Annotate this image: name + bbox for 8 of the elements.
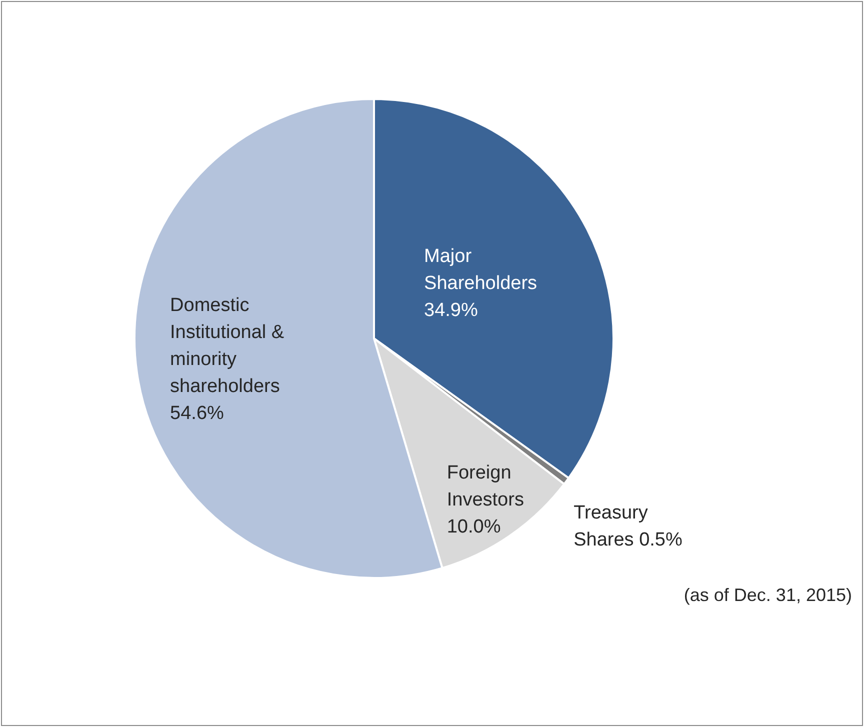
slice-label: Domestic Institutional & minority shareholders (170, 295, 284, 398)
slice-label: Major Shareholders (424, 246, 538, 294)
slice-label: Treasury Shares 0.5% (574, 502, 682, 550)
text: (as of Dec. 31, 2015) (684, 585, 852, 606)
data-label: 54.6% (170, 403, 224, 424)
data-label: 10.0% (446, 516, 501, 538)
data-label: 34.9% (424, 300, 478, 322)
slice-label: Foreign Investors (446, 462, 524, 510)
